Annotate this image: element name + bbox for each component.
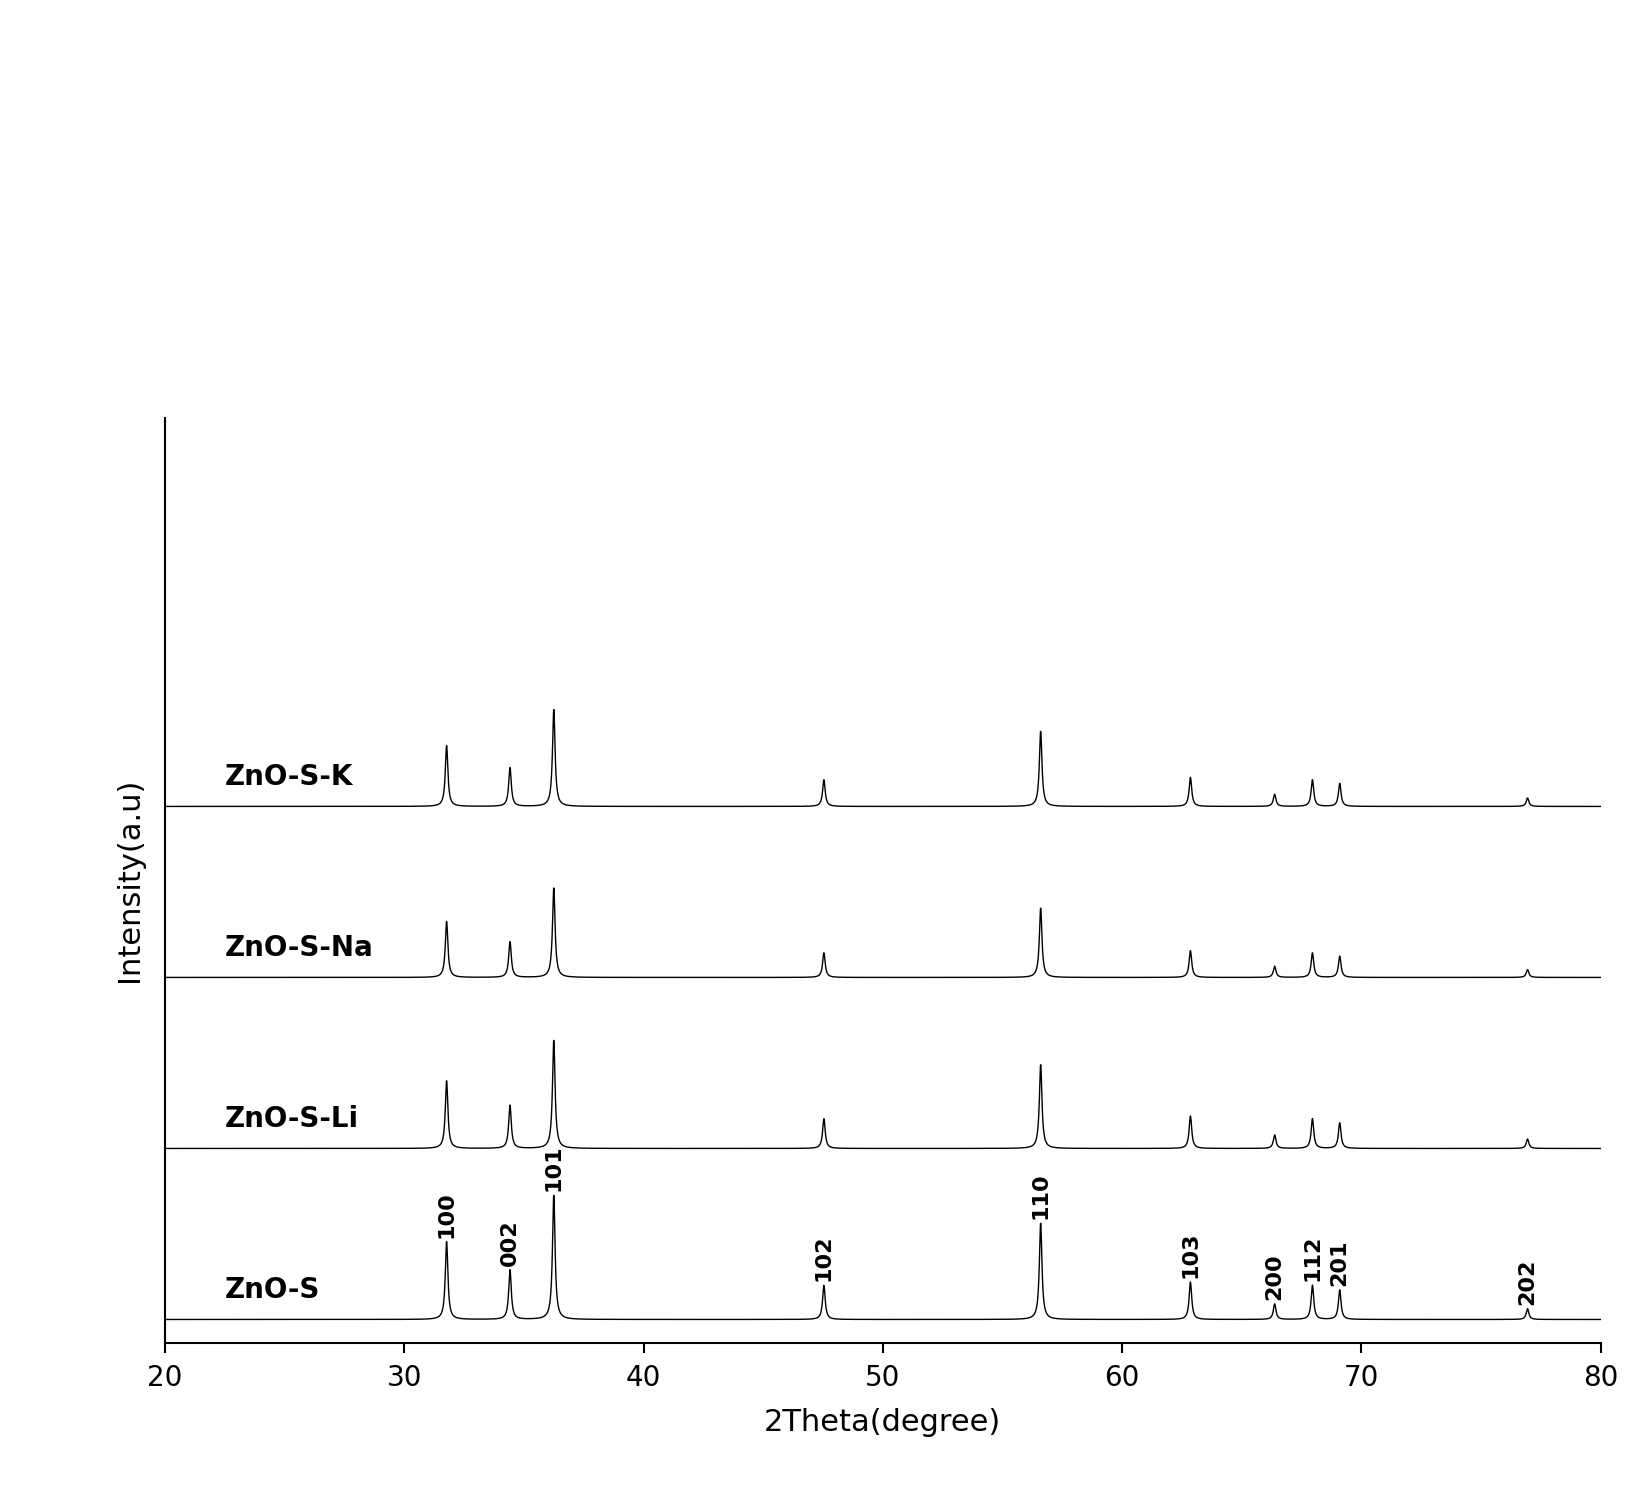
Text: 002: 002 xyxy=(500,1219,520,1265)
Y-axis label: Intensity(a.u): Intensity(a.u) xyxy=(116,779,144,982)
X-axis label: 2Theta(degree): 2Theta(degree) xyxy=(764,1408,1002,1437)
Text: ZnO-S-Li: ZnO-S-Li xyxy=(224,1106,360,1132)
Text: ZnO-S-Na: ZnO-S-Na xyxy=(224,934,373,962)
Text: 103: 103 xyxy=(1180,1232,1201,1279)
Text: 112: 112 xyxy=(1302,1235,1322,1282)
Text: ZnO-S: ZnO-S xyxy=(224,1276,320,1304)
Text: 100: 100 xyxy=(437,1191,457,1238)
Text: 202: 202 xyxy=(1518,1258,1538,1304)
Text: 201: 201 xyxy=(1330,1240,1350,1286)
Text: 102: 102 xyxy=(813,1235,833,1282)
Text: 110: 110 xyxy=(1031,1173,1051,1219)
Text: ZnO-S-K: ZnO-S-K xyxy=(224,762,353,791)
Text: 200: 200 xyxy=(1264,1253,1285,1300)
Text: 101: 101 xyxy=(544,1144,564,1191)
